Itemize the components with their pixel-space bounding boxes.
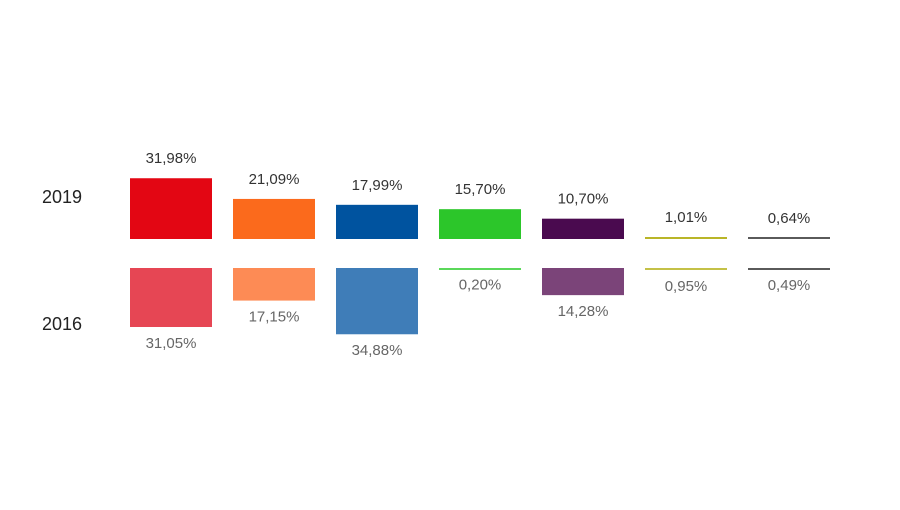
series-label: 2019 bbox=[42, 187, 82, 207]
series-label: 2016 bbox=[42, 314, 82, 334]
value-label: 17,99% bbox=[352, 177, 403, 194]
value-label: 0,20% bbox=[459, 276, 502, 293]
value-label: 31,05% bbox=[146, 335, 197, 352]
value-label: 1,01% bbox=[665, 209, 708, 226]
bar bbox=[233, 268, 315, 301]
value-label: 17,15% bbox=[249, 309, 300, 326]
value-label: 0,49% bbox=[768, 277, 811, 294]
bar bbox=[542, 268, 624, 296]
value-label: 10,70% bbox=[558, 191, 609, 208]
value-label: 21,09% bbox=[249, 171, 300, 188]
bar bbox=[542, 218, 624, 239]
value-label: 0,64% bbox=[768, 210, 811, 227]
value-label: 31,98% bbox=[146, 150, 197, 167]
bar bbox=[336, 204, 418, 239]
bar bbox=[439, 209, 521, 239]
value-label: 0,95% bbox=[665, 278, 708, 295]
bar bbox=[130, 178, 212, 239]
bar bbox=[336, 268, 418, 335]
value-label: 15,70% bbox=[455, 181, 506, 198]
bar bbox=[130, 268, 212, 327]
bar bbox=[233, 198, 315, 239]
value-label: 14,28% bbox=[558, 303, 609, 320]
value-label: 34,88% bbox=[352, 342, 403, 359]
